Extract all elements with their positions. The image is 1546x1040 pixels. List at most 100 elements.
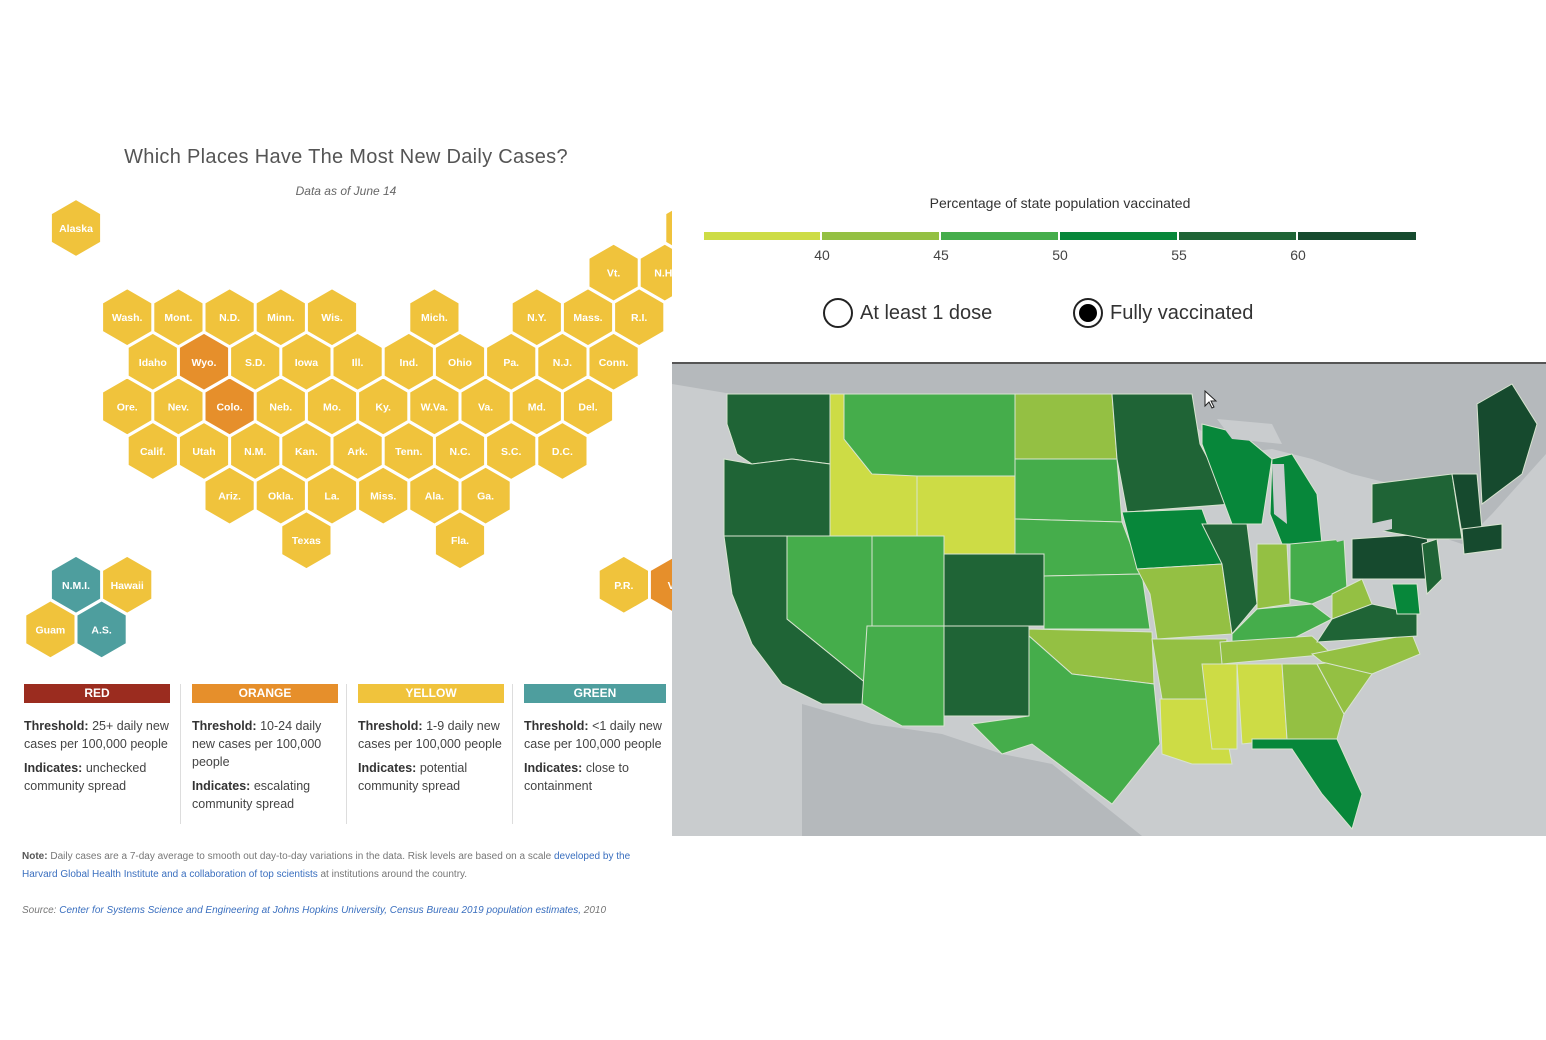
hex-tile[interactable]: Mass. (561, 287, 615, 348)
hex-tile[interactable]: Mo. (305, 376, 359, 437)
hex-tile[interactable]: Wyo. (177, 331, 231, 392)
hex-tile[interactable]: N.M.I. (49, 554, 103, 615)
hex-tile[interactable]: N.H. (638, 242, 672, 303)
hex-tile[interactable]: Miss. (357, 465, 410, 526)
hex-label: N.M. (244, 446, 266, 458)
hex-shape[interactable] (49, 197, 103, 259)
hex-tile[interactable]: Pa. (485, 331, 538, 392)
hex-tile[interactable]: Conn. (587, 331, 640, 392)
hex-tile[interactable]: R.I. (613, 287, 666, 348)
hex-tile[interactable]: Minn. (254, 287, 307, 348)
hex-tile[interactable]: Ohio (433, 331, 487, 392)
hex-label: Hawaii (111, 580, 144, 592)
legend-orange-header: ORANGE (192, 684, 338, 703)
source-link[interactable]: Center for Systems Science and Engineeri… (59, 905, 582, 916)
hex-tile[interactable]: Mont. (152, 287, 205, 348)
hex-label: Conn. (599, 357, 629, 369)
hex-tile[interactable]: N.M. (229, 420, 282, 482)
legend-yellow-threshold: 1-9 daily new cases per 100,000 people (358, 719, 502, 751)
hex-tile[interactable]: Maine (664, 199, 672, 257)
hex-shape[interactable] (536, 420, 589, 482)
hex-tile[interactable]: Kan. (280, 420, 333, 482)
hex-label: Tenn. (395, 446, 422, 458)
hex-shape[interactable] (280, 510, 333, 571)
legend-red-threshold: 25+ daily new cases per 100,000 people (24, 719, 169, 751)
hex-shape[interactable] (408, 287, 461, 348)
hex-tile[interactable]: Texas (280, 510, 333, 571)
state-north-dakota (1014, 393, 1118, 460)
hex-shape[interactable] (638, 242, 672, 303)
hex-shape[interactable] (101, 554, 154, 615)
hex-tile[interactable]: Colo. (203, 376, 256, 437)
hex-tile[interactable]: Mich. (408, 287, 461, 348)
scale-tick: 45 (933, 247, 949, 263)
state-illinois (1201, 523, 1258, 636)
hex-tile[interactable]: N.Y. (510, 287, 563, 348)
radio-checked-icon[interactable] (1073, 298, 1103, 328)
hex-tile[interactable]: V.I. (648, 556, 672, 614)
hex-label: Minn. (267, 312, 294, 324)
hex-label: Alaska (59, 223, 93, 235)
hex-tile[interactable]: Ind. (382, 331, 435, 392)
hex-shape[interactable] (648, 556, 672, 614)
state-florida (1251, 738, 1363, 831)
hex-shape[interactable] (433, 510, 487, 571)
hex-tile[interactable]: W.Va. (408, 376, 461, 437)
hex-label: Mich. (421, 312, 448, 324)
state-new-york (1371, 473, 1463, 540)
hex-shape[interactable] (75, 599, 128, 660)
hex-tile[interactable]: S.D. (229, 331, 282, 392)
hex-label: Kan. (295, 446, 318, 458)
hex-label: Utah (192, 446, 215, 458)
hex-shape[interactable] (587, 331, 640, 392)
hex-label: Mass. (573, 312, 602, 324)
harvard-link[interactable]: developed by the Harvard Global Health I… (22, 851, 631, 880)
scale-tick: 55 (1171, 247, 1187, 263)
hex-label: Neb. (269, 401, 292, 413)
state-maryland (1391, 583, 1421, 615)
legend-green: GREEN Threshold: <1 daily new case per 1… (524, 684, 666, 801)
hex-tile[interactable]: Hawaii (101, 554, 154, 615)
hex-tile[interactable]: Ky. (357, 376, 410, 437)
hex-tile[interactable]: P.R. (597, 554, 650, 615)
state-alabama (1236, 663, 1288, 745)
hex-tile[interactable]: Ga. (459, 465, 512, 526)
hex-shape[interactable] (305, 287, 359, 348)
hex-label: P.R. (614, 580, 633, 592)
hex-shape[interactable] (561, 376, 615, 437)
legend-divider (512, 684, 513, 824)
hex-tile[interactable]: Tenn. (382, 420, 435, 482)
state-pennsylvania (1351, 533, 1431, 580)
hex-label: V.I. (668, 580, 672, 592)
hex-label: Colo. (216, 401, 242, 413)
scale-segment (1060, 232, 1177, 240)
radio-unchecked-icon[interactable] (823, 298, 853, 328)
scale-segment (1179, 232, 1296, 240)
hex-label: Idaho (139, 357, 167, 369)
hex-tile[interactable]: Alaska (49, 197, 103, 259)
hex-tile[interactable]: D.C. (536, 420, 589, 482)
hex-tile[interactable]: Fla. (433, 510, 487, 571)
hex-tile[interactable]: Del. (561, 376, 615, 437)
legend-red: RED Threshold: 25+ daily new cases per 1… (24, 684, 170, 793)
hex-tile[interactable]: Wis. (305, 287, 359, 348)
hex-tile[interactable]: Idaho (126, 331, 179, 392)
hex-tile[interactable]: A.S. (75, 599, 128, 660)
hex-label: N.C. (450, 446, 471, 458)
radio-fully-vaccinated[interactable]: Fully vaccinated (1073, 296, 1253, 330)
hex-tile[interactable]: Guam (24, 599, 77, 660)
hex-label: Ind. (399, 357, 418, 369)
hex-tile[interactable]: Utah (177, 420, 231, 482)
hex-label: Ky. (375, 401, 391, 413)
scale-tick: 60 (1290, 247, 1306, 263)
state-new-mexico (943, 625, 1030, 717)
radio-at-least-one-dose[interactable]: At least 1 dose (823, 296, 992, 330)
scale-segment (1298, 232, 1416, 240)
hex-tile[interactable]: Ariz. (203, 465, 256, 526)
hex-shape[interactable] (613, 287, 666, 348)
hex-label: Okla. (268, 491, 294, 503)
hex-shape[interactable] (459, 465, 512, 526)
legend-yellow: YELLOW Threshold: 1-9 daily new cases pe… (358, 684, 504, 801)
hex-shape[interactable] (664, 199, 672, 257)
state-texas (970, 634, 1161, 805)
